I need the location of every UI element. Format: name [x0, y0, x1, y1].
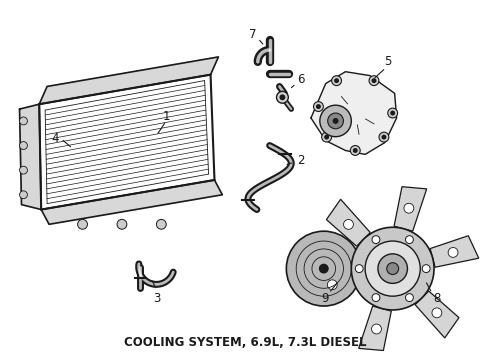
Circle shape — [365, 241, 420, 296]
Circle shape — [314, 102, 323, 112]
Circle shape — [117, 219, 127, 229]
Text: 4: 4 — [51, 132, 59, 145]
Text: 2: 2 — [297, 154, 305, 167]
Polygon shape — [326, 199, 370, 246]
Circle shape — [353, 148, 358, 153]
Circle shape — [324, 135, 329, 140]
Circle shape — [20, 141, 27, 149]
Circle shape — [316, 104, 321, 109]
Circle shape — [320, 105, 351, 137]
Polygon shape — [430, 236, 479, 267]
Polygon shape — [20, 104, 41, 210]
Text: 5: 5 — [384, 55, 392, 68]
Text: 1: 1 — [163, 109, 170, 122]
Circle shape — [372, 236, 380, 244]
Polygon shape — [311, 72, 396, 154]
Circle shape — [422, 265, 430, 273]
Circle shape — [276, 91, 288, 103]
Circle shape — [387, 263, 398, 275]
Text: 3: 3 — [153, 292, 160, 305]
Text: 8: 8 — [433, 292, 441, 305]
Circle shape — [332, 76, 342, 86]
Circle shape — [369, 76, 379, 86]
Circle shape — [355, 265, 363, 273]
Circle shape — [371, 324, 381, 334]
Circle shape — [406, 236, 414, 244]
Circle shape — [372, 294, 380, 302]
Polygon shape — [415, 291, 459, 338]
Circle shape — [388, 108, 397, 118]
Circle shape — [20, 191, 27, 199]
Circle shape — [432, 308, 442, 318]
Circle shape — [322, 132, 332, 142]
Circle shape — [279, 94, 285, 100]
Polygon shape — [307, 270, 355, 302]
Circle shape — [382, 135, 387, 140]
Circle shape — [390, 111, 395, 116]
Polygon shape — [41, 180, 222, 224]
Text: COOLING SYSTEM, 6.9L, 7.3L DIESEL: COOLING SYSTEM, 6.9L, 7.3L DIESEL — [124, 336, 366, 349]
Circle shape — [406, 294, 414, 302]
Circle shape — [20, 117, 27, 125]
Circle shape — [334, 78, 339, 83]
Circle shape — [448, 248, 458, 257]
Circle shape — [77, 219, 88, 229]
Polygon shape — [394, 187, 427, 231]
Circle shape — [404, 203, 414, 213]
Circle shape — [20, 166, 27, 174]
Text: 7: 7 — [249, 28, 257, 41]
Polygon shape — [39, 57, 219, 104]
Circle shape — [379, 132, 389, 142]
Circle shape — [319, 264, 329, 274]
Circle shape — [351, 227, 434, 310]
Circle shape — [378, 254, 408, 283]
Circle shape — [350, 145, 360, 156]
Circle shape — [371, 78, 376, 83]
Circle shape — [343, 220, 353, 229]
Circle shape — [156, 219, 166, 229]
Circle shape — [286, 231, 361, 306]
Text: 6: 6 — [297, 73, 305, 86]
Circle shape — [327, 280, 337, 290]
Circle shape — [333, 118, 339, 124]
Text: 9: 9 — [321, 292, 328, 305]
Circle shape — [328, 113, 343, 129]
Polygon shape — [359, 306, 392, 351]
